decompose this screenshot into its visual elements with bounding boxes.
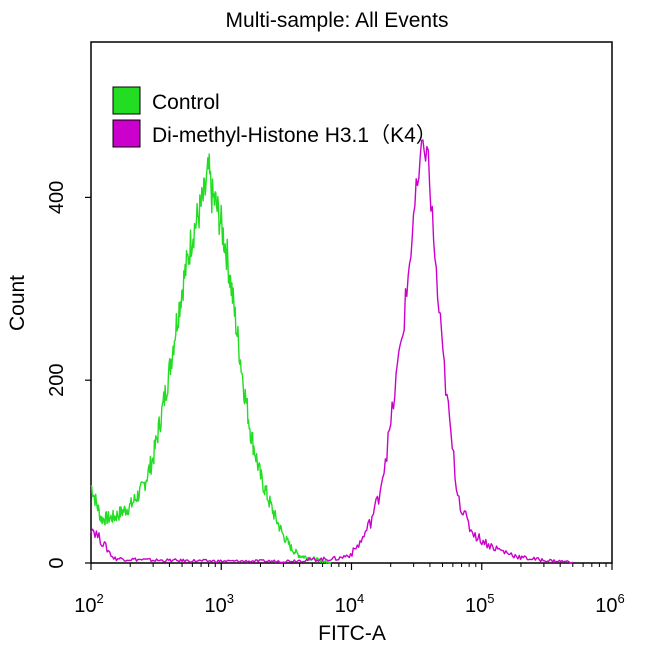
series-layer: [90, 139, 574, 564]
y-axis: 0 200 400: [46, 181, 91, 569]
series-line-di-methyl-histone: [90, 139, 574, 564]
chart-title: Multi-sample: All Events: [226, 9, 449, 32]
series-line-control: [90, 153, 332, 564]
x-tick-base: 10: [595, 595, 617, 617]
x-tick-base: 10: [465, 595, 487, 617]
x-tick-base: 10: [335, 595, 357, 617]
x-axis-label: FITC-A: [318, 622, 386, 645]
legend-label: Di-methyl-Histone H3.1（K4）: [152, 124, 437, 147]
x-tick-label: 105: [465, 591, 494, 617]
y-tick-label: 0: [46, 557, 68, 568]
y-tick-label: 400: [46, 181, 68, 214]
x-tick-label: 102: [74, 591, 103, 617]
legend-swatch: [112, 86, 141, 115]
x-tick-label: 103: [205, 591, 234, 617]
x-tick-exponent: 3: [227, 591, 234, 606]
plot-frame: [90, 41, 613, 564]
x-tick-base: 10: [74, 595, 96, 617]
legend-swatch: [112, 119, 141, 148]
x-tick-exponent: 5: [487, 591, 494, 606]
x-axis: 102 103 104 105 106: [74, 563, 625, 617]
y-axis-label: Count: [6, 275, 29, 331]
y-tick-label: 200: [46, 364, 68, 397]
x-tick-exponent: 6: [618, 591, 625, 606]
x-tick-label: 106: [595, 591, 624, 617]
x-tick-exponent: 4: [357, 591, 364, 606]
x-tick-label: 104: [335, 591, 364, 617]
legend-label: Control: [152, 91, 220, 114]
x-tick-exponent: 2: [97, 591, 104, 606]
x-tick-base: 10: [205, 595, 227, 617]
legend: Control Di-methyl-Histone H3.1（K4）: [112, 86, 437, 148]
